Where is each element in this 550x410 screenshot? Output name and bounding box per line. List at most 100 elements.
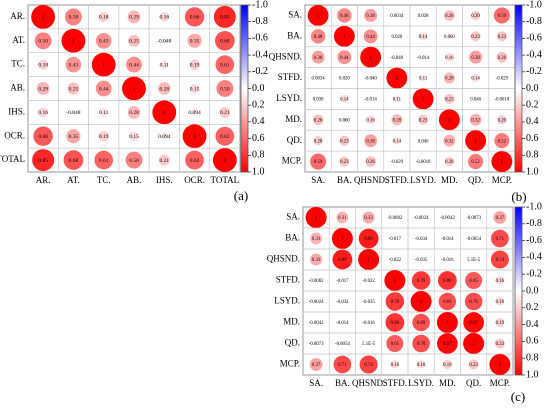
cell-value-label: 0.35: [190, 39, 200, 45]
correlation-circle: [185, 150, 204, 170]
cell-value-label: 0.32: [445, 139, 454, 144]
colorbar-tick-label: 0.0: [526, 285, 539, 296]
correlation-circle: [366, 299, 371, 304]
correlation-circle: [38, 107, 48, 118]
correlation-circle: [190, 108, 199, 117]
correlation-circle: [443, 72, 455, 84]
correlation-circle: [98, 11, 109, 22]
cell-value-label: 0.68: [69, 158, 79, 164]
cell-value-label: 5.1E-5: [467, 258, 481, 263]
cell-value-label: 0.23: [498, 35, 507, 40]
cell-value-label: 0.50: [129, 158, 139, 164]
correlation-circle: [385, 292, 405, 311]
correlation-circle: [469, 113, 482, 126]
cell-value-label: 0.16: [159, 15, 169, 21]
correlation-circle: [339, 135, 350, 146]
heatmap-cell: [209, 147, 241, 173]
correlation-circle: [444, 93, 455, 104]
cell-value-label: -0.0073: [309, 342, 324, 347]
cell-value-label: 0.20: [498, 118, 507, 123]
cell-value-label: 0.43: [69, 62, 79, 68]
cell-value-label: 0.80: [443, 279, 452, 284]
correlation-circle: [367, 321, 371, 324]
cell-value-label: -0.0024: [414, 216, 429, 221]
correlation-circle: [337, 50, 352, 65]
cell-value-label: 0.020: [391, 35, 402, 40]
y-tick-label: AB.: [10, 83, 25, 93]
cell-value-label: 0.65: [469, 279, 478, 284]
colorbar-tick-label: -0.4: [526, 252, 542, 263]
correlation-circle: [472, 258, 476, 261]
correlation-circle: [91, 52, 116, 77]
cell-value-label: 0.52: [471, 160, 480, 165]
cell-value-label: 0.32: [471, 118, 480, 123]
cell-value-label: -0.0054: [466, 237, 481, 242]
correlation-circle: [63, 150, 84, 170]
colorbar-tick-label: -0.4: [526, 49, 542, 60]
correlation-circle: [412, 334, 430, 353]
cell-value-label: 0.71: [338, 363, 347, 368]
cell-value-label: 1: [133, 86, 136, 92]
cell-value-label: -0.022: [389, 258, 402, 263]
correlation-circle: [367, 278, 371, 283]
cell-value-label: -0.014: [417, 56, 430, 61]
correlation-circle: [358, 249, 380, 270]
correlation-circle: [127, 106, 141, 119]
x-tick-label: STFD.: [383, 378, 407, 388]
correlation-circle: [189, 83, 200, 94]
correlation-circle: [391, 114, 403, 126]
correlation-circle: [61, 28, 86, 53]
cell-value-label: 0.21: [220, 110, 230, 116]
colorbar-tick-label: -0.2: [252, 66, 268, 77]
correlation-circle: [469, 50, 483, 64]
colorbar-tick-label: 0.4: [526, 319, 539, 330]
cell-value-label: 1: [448, 118, 451, 123]
colorbar-tick-label: -0.6: [526, 235, 542, 246]
correlation-circle: [219, 106, 231, 118]
cell-value-label: 0.43: [99, 39, 109, 45]
cell-value-label: 0.19: [99, 134, 109, 140]
correlation-circle: [386, 67, 408, 89]
y-tick-label: QD.: [287, 135, 302, 145]
correlation-circle: [472, 237, 476, 240]
cell-value-label: 0.89: [338, 258, 347, 263]
cell-value-label: -0.029: [391, 160, 404, 165]
cell-value-label: 0.52: [498, 139, 507, 144]
colorbar-tick-label: 1.0: [252, 166, 265, 177]
y-tick-label: QHSND.: [269, 51, 302, 61]
colorbar-tick-label: -0.8: [252, 16, 268, 27]
correlation-circle: [363, 29, 378, 44]
correlation-circle: [390, 360, 400, 369]
colorbar: [240, 4, 249, 173]
y-tick-label: MD.: [285, 114, 302, 124]
y-tick-label: MD.: [283, 317, 300, 327]
cell-value-label: -0.0042: [440, 216, 455, 221]
colorbar-tick-label: 0.2: [252, 99, 265, 110]
correlation-circle: [411, 271, 431, 290]
correlation-circle: [393, 216, 397, 219]
cell-value-label: 0.26: [314, 118, 323, 123]
cell-value-label: 0.66: [190, 15, 200, 21]
cell-value-label: -0.016: [362, 321, 375, 326]
correlation-circle: [445, 53, 454, 62]
cell-value-label: 1: [42, 15, 45, 21]
cell-value-label: 0.66: [38, 134, 48, 140]
cell-value-label: 0.20: [314, 139, 323, 144]
cell-value-label: 0.44: [366, 35, 375, 40]
correlation-circle: [436, 312, 458, 333]
correlation-circle: [337, 8, 352, 23]
correlation-circle: [421, 160, 425, 164]
x-tick-label: STFD.: [385, 175, 409, 185]
correlation-circle: [340, 279, 344, 282]
correlation-circle: [445, 258, 449, 261]
correlation-circle: [125, 151, 143, 169]
correlation-circle: [33, 126, 53, 146]
cell-value-label: 0.046: [418, 139, 429, 144]
cell-value-label: -0.017: [336, 279, 349, 284]
correlation-circle: [64, 8, 82, 26]
cell-value-label: 0.094: [188, 110, 201, 116]
correlation-circle: [360, 46, 382, 68]
cell-value-label: 0.16: [38, 110, 48, 116]
correlation-circle: [342, 76, 346, 80]
x-tick-label: MCP.: [492, 175, 512, 185]
